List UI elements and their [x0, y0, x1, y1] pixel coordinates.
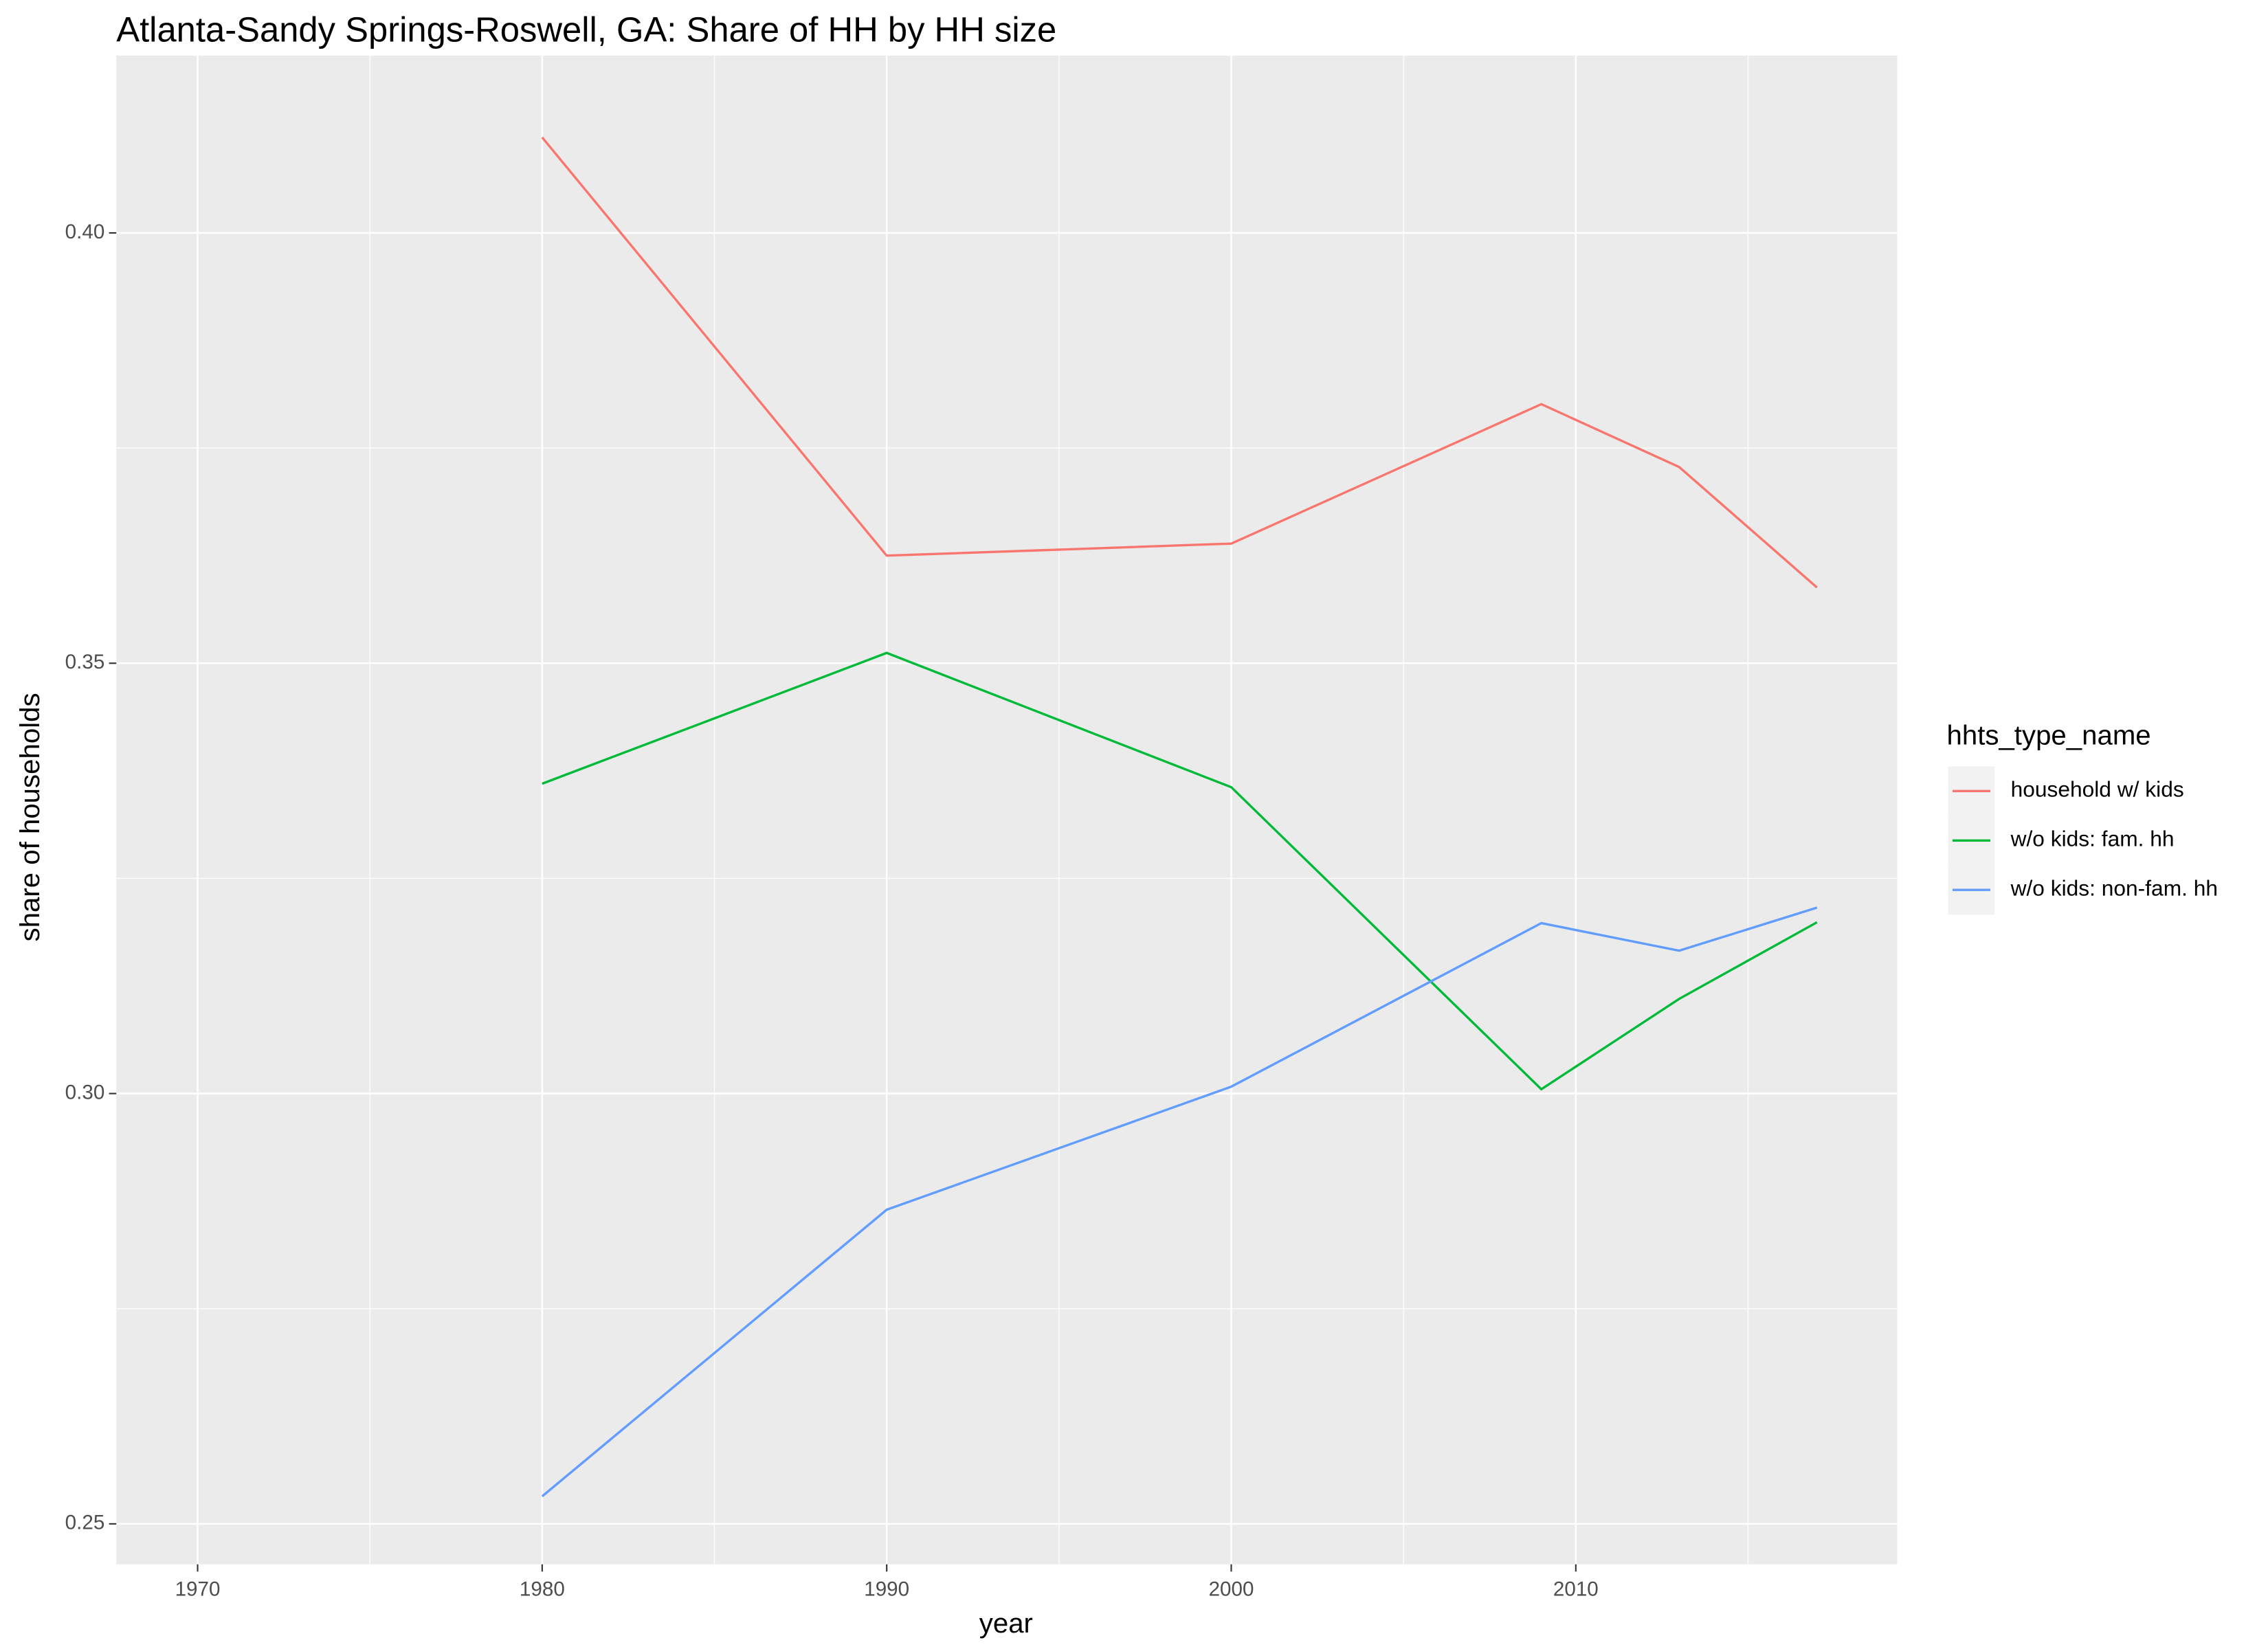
x-tick-label: 2010	[1553, 1578, 1599, 1601]
x-tick-label: 1970	[175, 1578, 221, 1601]
lines	[541, 136, 1818, 1498]
x-tick-label: 1980	[520, 1578, 565, 1601]
x-tick-label: 1990	[864, 1578, 909, 1601]
y-tick-label: 0.40	[65, 221, 105, 243]
legend: hhts_type_name household w/ kids w/o kids…	[1947, 720, 2218, 915]
grid	[116, 55, 1898, 1564]
series-line	[541, 136, 1818, 589]
legend-label: w/o kids: non-fam. hh	[2010, 876, 2218, 901]
y-tick-label: 0.30	[65, 1081, 105, 1103]
panel	[116, 55, 1898, 1564]
x-tick-label: 2000	[1209, 1578, 1254, 1601]
legend-title: hhts_type_name	[1947, 720, 2151, 751]
series-line	[542, 651, 1818, 1091]
y-tick-label: 0.35	[65, 651, 105, 673]
x-axis-title: year	[979, 1608, 1033, 1639]
chart-title: Atlanta-Sandy Springs-Roswell, GA: Share…	[116, 10, 1056, 49]
legend-label: w/o kids: fam. hh	[2010, 827, 2175, 851]
y-axis-title: share of households	[14, 693, 45, 941]
legend-label: household w/ kids	[2011, 777, 2184, 802]
y-tick-label: 0.25	[65, 1512, 105, 1534]
series-line	[541, 906, 1818, 1498]
